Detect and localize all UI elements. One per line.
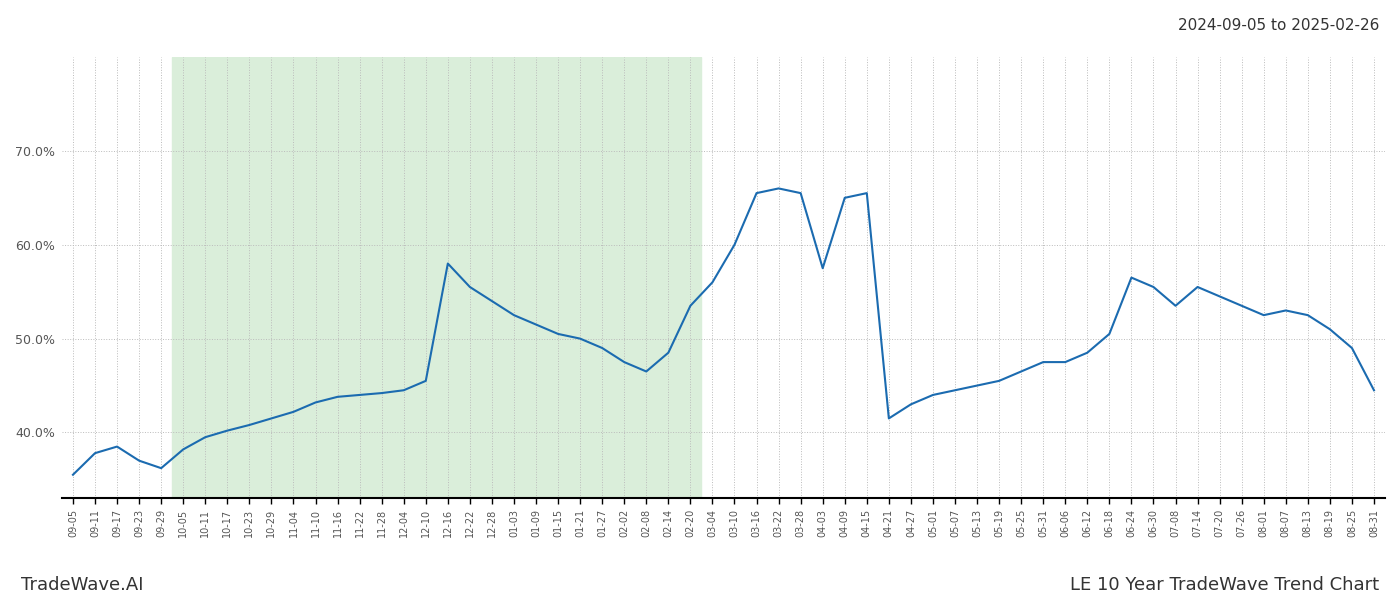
Text: 2024-09-05 to 2025-02-26: 2024-09-05 to 2025-02-26 [1177,18,1379,33]
Bar [172,57,701,498]
Text: TradeWave.AI: TradeWave.AI [21,576,143,594]
Text: LE 10 Year TradeWave Trend Chart: LE 10 Year TradeWave Trend Chart [1070,576,1379,594]
